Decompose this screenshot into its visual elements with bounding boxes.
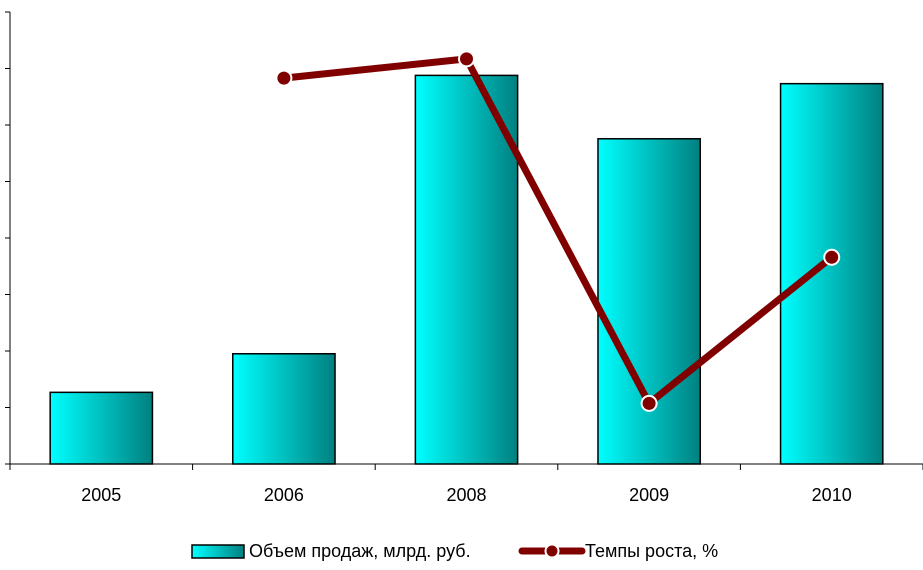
x-tick-label-2010: 2010 [812,485,852,505]
x-tick-labels: 2005 2006 2008 2009 2010 [81,485,851,505]
bar-2008 [414,74,519,465]
bar-2010 [779,82,884,465]
growth-rate-line [280,55,836,407]
x-tick-label-2009: 2009 [629,485,669,505]
legend-line-marker [544,543,560,559]
growth-marker-2009 [640,394,658,412]
x-tick-label-2008: 2008 [446,485,486,505]
x-tick-label-2006: 2006 [264,485,304,505]
legend-bar-label: Объем продаж, млрд. руб. [249,541,471,561]
bar-2009 [597,138,701,465]
legend: Объем продаж, млрд. руб. Темпы роста, % [191,541,718,561]
legend-bar-swatch [191,544,245,559]
bars-layer [49,74,884,465]
bar-2005 [49,391,154,465]
x-tick-label-2005: 2005 [81,485,121,505]
bar-2006 [232,353,336,465]
growth-line-layer [275,50,841,412]
growth-marker-2006 [275,69,293,87]
axes-layer [5,11,923,470]
legend-line-label: Темпы роста, % [585,541,718,561]
growth-marker-2008 [458,50,475,68]
growth-marker-2010 [823,248,841,266]
